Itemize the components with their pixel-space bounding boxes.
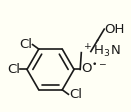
Text: Cl: Cl	[69, 88, 82, 101]
Text: Cl: Cl	[19, 38, 32, 51]
Text: OH: OH	[105, 23, 125, 36]
Text: O$^{•-}$: O$^{•-}$	[81, 62, 107, 76]
Text: Cl: Cl	[7, 63, 20, 76]
Text: $^+$H$_3$N: $^+$H$_3$N	[82, 43, 121, 60]
